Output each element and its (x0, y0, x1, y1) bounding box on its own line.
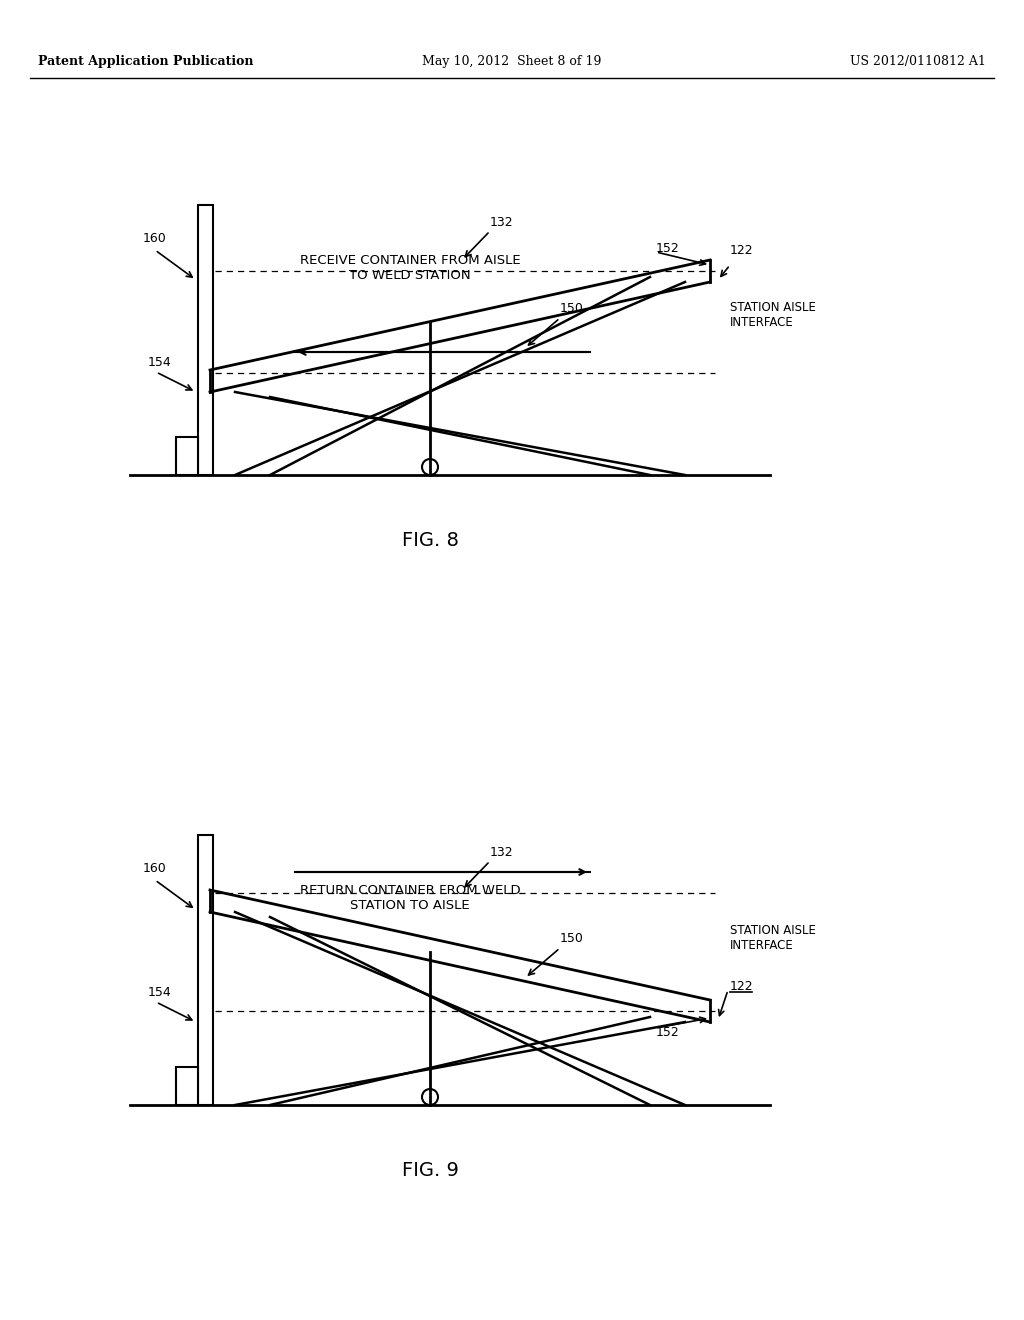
Text: RECEIVE CONTAINER FROM AISLE
TO WELD STATION: RECEIVE CONTAINER FROM AISLE TO WELD STA… (300, 253, 520, 282)
Text: FIG. 8: FIG. 8 (401, 531, 459, 549)
Bar (175, 437, 198, 475)
Text: 132: 132 (490, 846, 514, 859)
Bar (198, 836, 213, 1105)
Text: Patent Application Publication: Patent Application Publication (38, 55, 254, 69)
Text: 122: 122 (730, 243, 754, 256)
Text: 150: 150 (560, 932, 584, 945)
Text: US 2012/0110812 A1: US 2012/0110812 A1 (850, 55, 986, 69)
Text: 152: 152 (656, 242, 680, 255)
Text: 160: 160 (143, 862, 167, 874)
Text: 160: 160 (143, 231, 167, 244)
Bar (175, 1067, 198, 1105)
Text: STATION AISLE
INTERFACE: STATION AISLE INTERFACE (730, 301, 816, 329)
Text: 154: 154 (148, 986, 172, 998)
Text: STATION AISLE
INTERFACE: STATION AISLE INTERFACE (730, 924, 816, 952)
Text: 154: 154 (148, 355, 172, 368)
Text: May 10, 2012  Sheet 8 of 19: May 10, 2012 Sheet 8 of 19 (422, 55, 602, 69)
Text: 122: 122 (730, 979, 754, 993)
Text: FIG. 9: FIG. 9 (401, 1160, 459, 1180)
Bar (198, 205, 213, 475)
Text: 152: 152 (656, 1026, 680, 1039)
Text: 132: 132 (490, 216, 514, 230)
Text: RETURN CONTAINER FROM WELD
STATION TO AISLE: RETURN CONTAINER FROM WELD STATION TO AI… (300, 884, 520, 912)
Text: 150: 150 (560, 301, 584, 314)
